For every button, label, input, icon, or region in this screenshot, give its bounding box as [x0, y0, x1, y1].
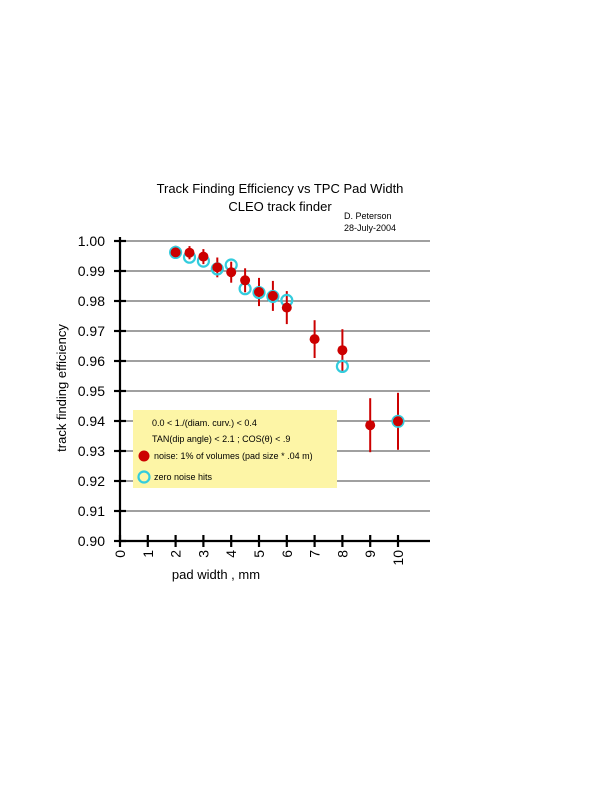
zero-noise-point: [169, 245, 183, 259]
noise-point: [365, 420, 376, 431]
x-tick-label: 0: [112, 550, 128, 558]
legend-entry-zero-noise: zero noise hits: [154, 472, 213, 482]
y-tick-label: 0.97: [78, 323, 105, 339]
x-tick-label: 9: [362, 550, 378, 558]
noise-point: [337, 345, 348, 356]
y-tick-label: 0.90: [78, 533, 105, 549]
legend-box: 0.0 < 1./(diam. curv.) < 0.4 TAN(dip ang…: [133, 410, 337, 488]
x-axis-label: pad width , mm: [172, 567, 260, 582]
y-tick-label: 0.96: [78, 353, 105, 369]
x-tick-label: 2: [168, 550, 184, 558]
noise-point: [254, 287, 264, 297]
legend-filled-marker: [138, 450, 150, 462]
y-tick-label: 0.92: [78, 473, 105, 489]
noise-point: [212, 262, 223, 273]
noise-point: [198, 251, 209, 262]
noise-point: [240, 275, 251, 286]
y-tick-label: 1.00: [78, 233, 105, 249]
noise-point: [226, 267, 237, 278]
axes: [114, 237, 430, 547]
legend-open-marker: [137, 470, 151, 484]
data-marks: [169, 245, 405, 453]
y-tick-label: 0.94: [78, 413, 105, 429]
noise-point: [170, 247, 181, 258]
noise-point: [281, 302, 292, 313]
chart-date: 28-July-2004: [344, 223, 397, 233]
chart-title: Track Finding Efficiency vs TPC Pad Widt…: [156, 181, 404, 196]
chart-subtitle: CLEO track finder: [228, 199, 332, 214]
noise-point: [267, 290, 278, 301]
x-tick-label: 3: [195, 550, 211, 558]
y-tick-label: 0.95: [78, 383, 105, 399]
zero-noise-point: [335, 359, 349, 373]
y-tick-label: 0.99: [78, 263, 105, 279]
legend-entry-noise: noise: 1% of volumes (pad size * .04 m): [154, 451, 313, 461]
zero-noise-point: [391, 414, 405, 428]
legend-cut-2: TAN(dip angle) < 2.1 ; COS(θ) < .9: [152, 434, 290, 444]
noise-point: [309, 334, 320, 345]
y-axis-label: track finding efficiency: [54, 324, 69, 452]
noise-point: [393, 416, 403, 427]
author-name: D. Peterson: [344, 211, 392, 221]
y-tick-label: 0.91: [78, 503, 105, 519]
noise-point: [184, 247, 195, 258]
x-tick-label: 6: [279, 550, 295, 558]
x-tick-label: 1: [140, 550, 156, 558]
x-tick-label: 10: [390, 550, 406, 566]
x-tick-label: 4: [223, 550, 239, 558]
legend-background: [133, 410, 337, 488]
x-tick-label: 7: [307, 550, 323, 558]
x-tick-label: 5: [251, 550, 267, 558]
y-tick-label: 0.98: [78, 293, 105, 309]
x-tick-label: 8: [334, 550, 350, 558]
legend-cut-1: 0.0 < 1./(diam. curv.) < 0.4: [152, 418, 257, 428]
y-tick-label: 0.93: [78, 443, 105, 459]
tick-labels: 0.90 0.91 0.92 0.93 0.94 0.95 0.96 0.97 0.98 0.99…: [78, 233, 406, 566]
